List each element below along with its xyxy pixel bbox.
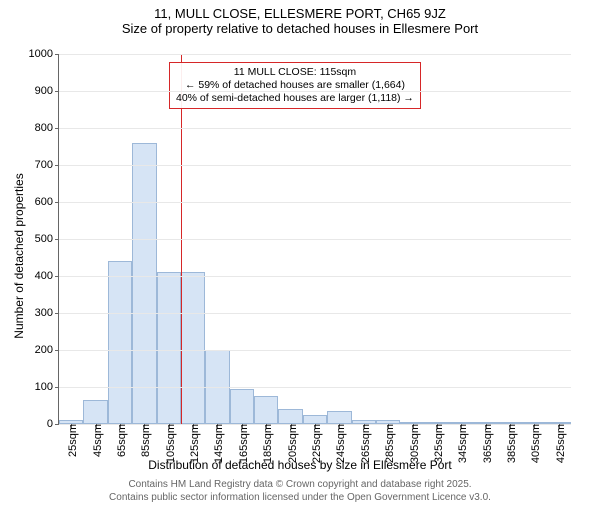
chart-plot-area: 11 MULL CLOSE: 115sqm ← 59% of detached … (58, 54, 571, 425)
gridline (59, 54, 571, 55)
histogram-bar (327, 411, 351, 424)
gridline (59, 202, 571, 203)
y-tick-label: 400 (35, 270, 59, 282)
histogram-bar (230, 389, 254, 424)
chart-title-sub: Size of property relative to detached ho… (0, 21, 600, 36)
histogram-bar (132, 143, 156, 424)
histogram-bar (254, 396, 278, 424)
x-tick-label: 45sqm (88, 424, 104, 457)
y-tick-label: 1000 (29, 48, 59, 60)
chart-footer: Contains HM Land Registry data © Crown c… (0, 479, 600, 504)
gridline (59, 350, 571, 351)
chart-title-main: 11, MULL CLOSE, ELLESMERE PORT, CH65 9JZ (0, 6, 600, 21)
histogram-bar (157, 272, 181, 424)
y-tick-label: 800 (35, 122, 59, 134)
x-tick-label: 65sqm (112, 424, 128, 457)
x-tick-label: 85sqm (136, 424, 152, 457)
footer-line2: Contains public sector information licen… (0, 492, 600, 505)
y-tick-label: 900 (35, 85, 59, 97)
gridline (59, 165, 571, 166)
gridline (59, 128, 571, 129)
y-tick-label: 200 (35, 344, 59, 356)
gridline (59, 276, 571, 277)
x-axis-label: Distribution of detached houses by size … (0, 458, 600, 472)
footer-line1: Contains HM Land Registry data © Crown c… (0, 479, 600, 492)
x-tick-label: 25sqm (63, 424, 79, 457)
gridline (59, 91, 571, 92)
histogram-bar (278, 409, 302, 424)
y-tick-label: 100 (35, 381, 59, 393)
histogram-bar (181, 272, 205, 424)
gridline (59, 239, 571, 240)
histogram-bar (303, 415, 327, 424)
annotation-line1: 11 MULL CLOSE: 115sqm (176, 66, 414, 79)
y-tick-label: 300 (35, 307, 59, 319)
y-tick-label: 600 (35, 196, 59, 208)
y-tick-label: 700 (35, 159, 59, 171)
y-tick-label: 500 (35, 233, 59, 245)
histogram-bar (108, 261, 132, 424)
y-axis-label: Number of detached properties (12, 173, 26, 338)
histogram-bar (83, 400, 107, 424)
annotation-box: 11 MULL CLOSE: 115sqm ← 59% of detached … (169, 62, 421, 109)
annotation-line3: 40% of semi-detached houses are larger (… (176, 92, 414, 105)
gridline (59, 313, 571, 314)
gridline (59, 387, 571, 388)
y-tick-label: 0 (47, 418, 59, 430)
